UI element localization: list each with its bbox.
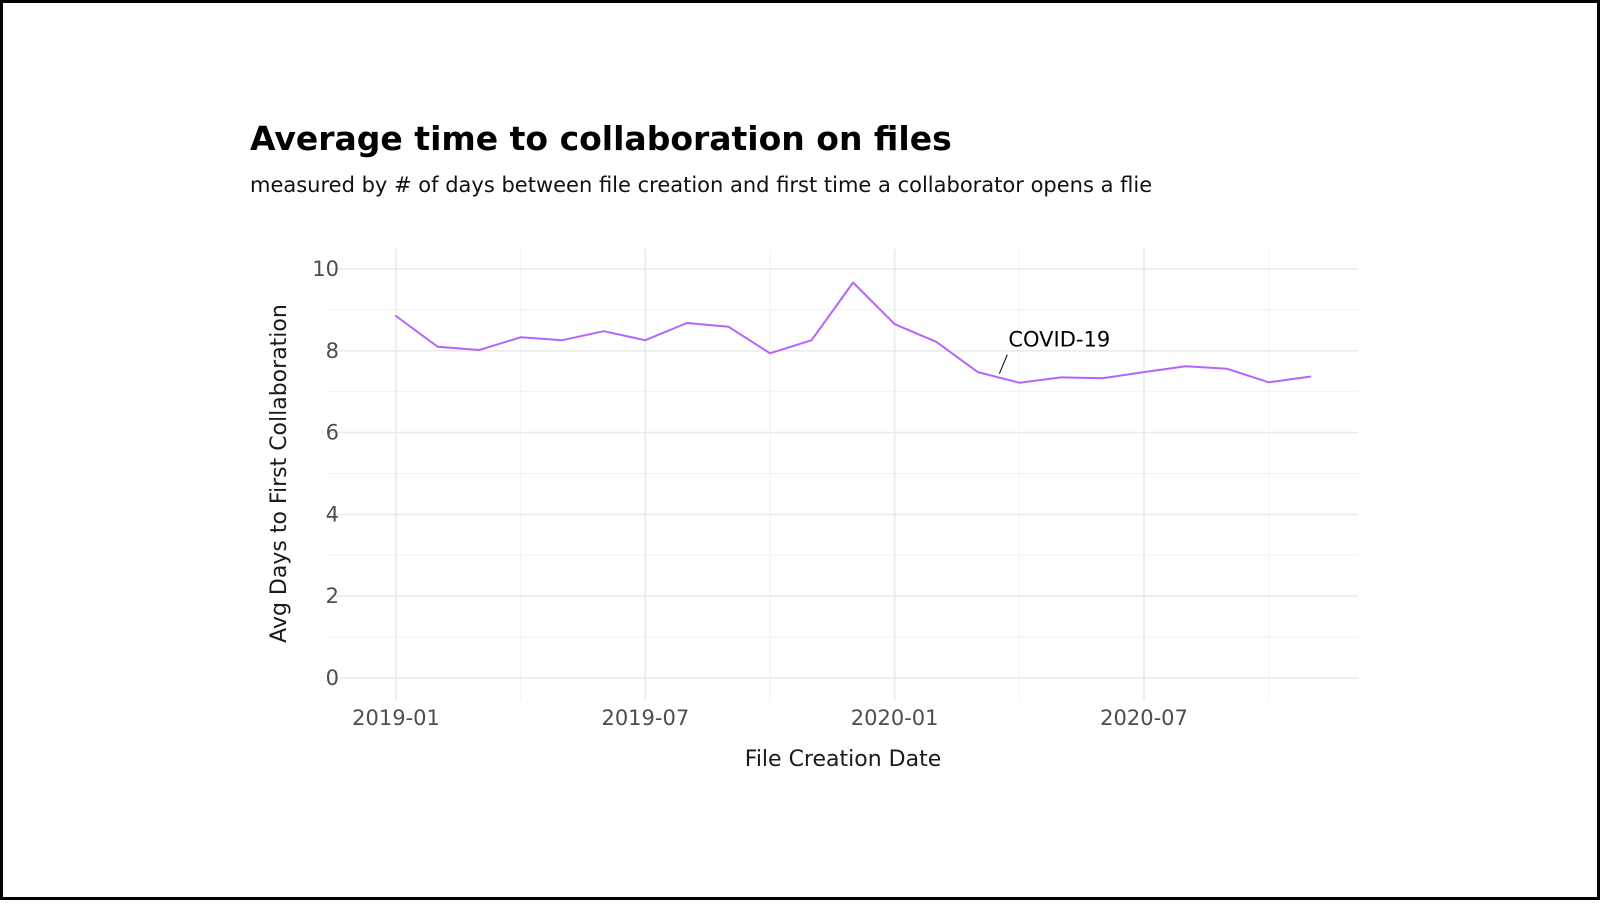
x-axis-title: File Creation Date [745,747,941,772]
annotation-leader-line [998,354,1008,374]
grid-minor [328,249,1358,700]
series-layer [395,281,1312,384]
grid-major [328,249,1358,700]
chart-subtitle: measured by # of days between file creat… [250,173,1153,197]
x-tick-label: 2019-07 [601,706,689,730]
x-tick-label: 2020-01 [851,706,939,730]
y-tick-label: 2 [326,584,339,608]
y-tick-label: 4 [326,502,339,526]
x-tick-label: 2019-01 [352,706,440,730]
y-axis-title: Avg Days to First Collaboration [267,304,292,643]
y-tick-label: 0 [326,666,339,690]
y-axis-ticks: 0 2 4 6 8 10 [312,257,339,690]
x-tick-label: 2020-07 [1100,706,1188,730]
y-tick-label: 10 [312,257,339,281]
x-axis-ticks: 2019-01 2019-07 2020-01 2020-07 [352,706,1188,730]
series-line [395,281,1312,384]
annotation-layer: COVID-19 [998,328,1110,374]
annotation-label: COVID-19 [1008,328,1110,352]
line-chart: 0 2 4 6 8 10 2019-01 2019-07 2020-01 2020-07 COV… [267,249,1358,772]
y-tick-label: 6 [326,421,339,445]
chart-title: Average time to collaboration on files [250,119,952,158]
y-tick-label: 8 [326,339,339,363]
